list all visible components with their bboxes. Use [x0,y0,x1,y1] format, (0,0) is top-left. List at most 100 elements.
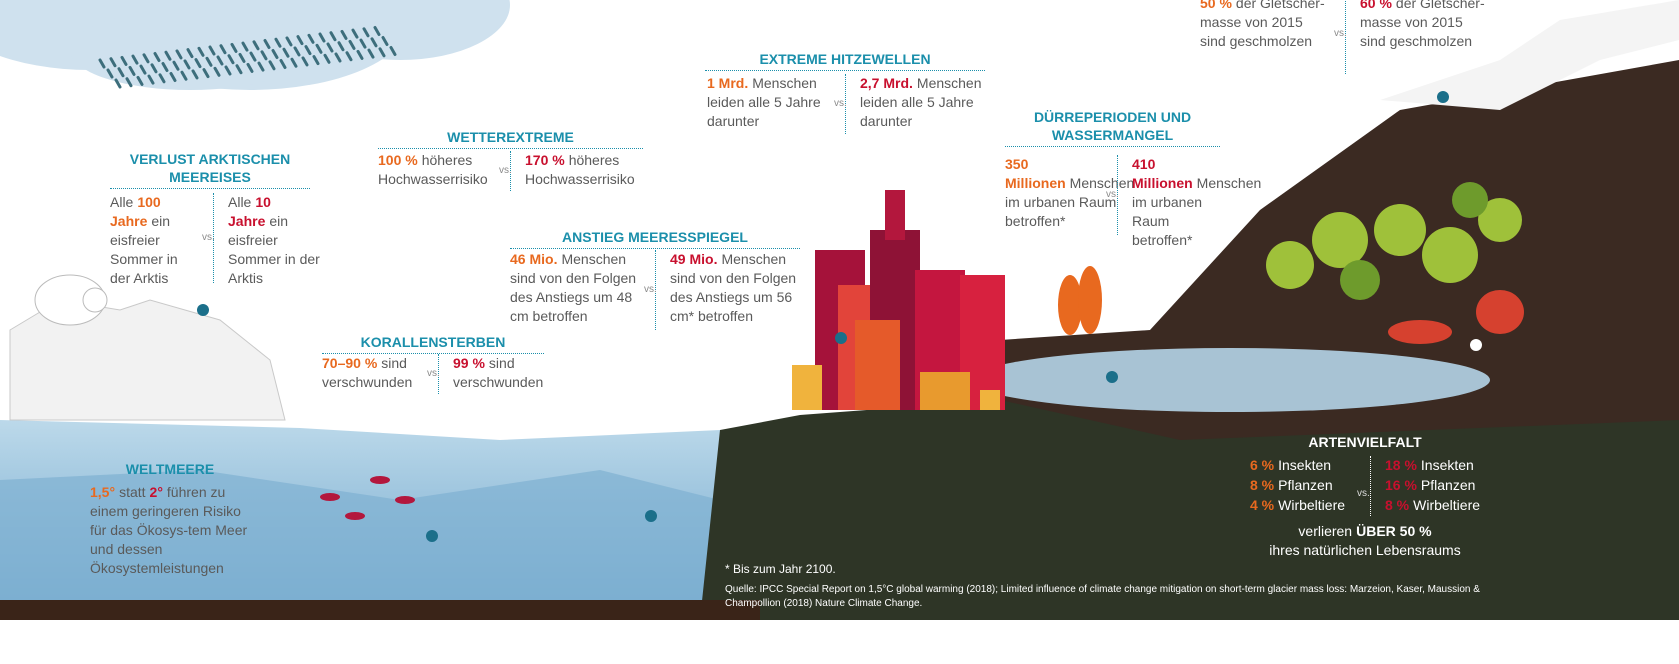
rain-drop [351,28,359,39]
rain-drop [373,26,381,36]
rain-drop [271,49,279,59]
stat-value: 46 Mio. [510,251,558,267]
footer-text: ihres natürlichen Lebensraums [1269,542,1461,558]
rain-drop [312,55,320,66]
rain-drop [161,62,169,72]
rain-drop [274,37,282,48]
rain-drop [389,46,397,56]
vs-label: vs. [834,98,847,109]
rain-drop [191,69,199,80]
rain-drop [296,35,304,46]
rain-drop [235,64,243,75]
rain-drop [216,55,224,66]
rain-drop [183,59,191,70]
vs-label: vs. [1357,488,1370,499]
rain-drop [125,77,133,88]
vs-label: vs. [427,368,440,379]
stat-value: 170 % [525,152,565,168]
divider [1370,456,1371,516]
bio-value: 18 % [1385,457,1417,473]
rain-drop [219,44,227,55]
rain-drop [139,64,147,75]
section-title: KORALLENSTERBEN [322,333,544,354]
bio-value: 4 % [1250,497,1275,513]
fish [320,476,415,520]
rain-drop [260,50,268,61]
stat-column: 1 Mrd. Menschen leiden alle 5 Jahre darun… [707,74,832,131]
rain-drop [345,51,353,62]
rain-drop [120,55,128,66]
snow-peak [1380,0,1679,110]
vs-label: vs. [1106,189,1119,200]
rain-drop [142,53,150,64]
rain-drop [282,47,290,58]
rain-drop [172,60,180,71]
stat-value: 350 Millionen [1005,156,1066,191]
rain-drop [197,46,205,57]
section-title: ANSTIEG MEERESSPIEGEL [510,228,800,249]
stat-text: Menschen im urbanen Raum betroffen* [1132,175,1262,248]
divider [1117,155,1118,235]
rain-drop [117,67,125,78]
rain-drop [194,58,202,69]
vs-label: vs. [202,232,215,243]
rain-drop [158,73,166,84]
rain-drop [257,61,265,72]
rain-drop [290,57,298,68]
rain-drop [279,59,287,69]
stat-column: 410 Millionen Menschen im urbanen Raum be… [1132,155,1261,250]
rain-drop [340,29,348,40]
rain-drop [230,42,238,53]
rain-drop [334,52,342,63]
vs-label: vs. [1334,28,1347,39]
section-title: EXTREME HITZEWELLEN [705,50,985,71]
footnote: * Bis zum Jahr 2100. [725,562,836,576]
footer-prefix: verlieren [1298,523,1353,539]
ocean-text: 1,5° statt 2° führen zu einem geringeren Ri… [90,483,255,578]
rain-drop [381,36,389,46]
bio-text: Wirbeltiere [1278,497,1346,513]
rain-drop [164,50,172,61]
rain-drop [348,39,356,50]
rain-drop [356,49,364,60]
land [700,380,1679,620]
stat-text: Menschen leiden alle 5 Jahre darunter [860,75,982,129]
divider [1345,0,1346,74]
rain-drop [131,54,139,65]
source: Quelle: IPCC Special Report on 1,5°C glo… [725,584,1480,609]
rain-drop [307,33,315,44]
stat-text: Menschen leiden alle 5 Jahre darunter [707,75,821,129]
stat-value: 100 % [378,152,418,168]
stat-column: 50 % der Gletscher-masse von 2015 sind ge… [1200,0,1330,51]
rain-drop [249,51,257,62]
rain-drop [359,38,367,49]
ocean-run: 1,5° [90,484,116,500]
stat-column: 49 Mio. Menschen sind von den Folgen des … [670,250,805,326]
bio-row: 4 % Wirbeltiere [1250,496,1370,515]
rain-drop [268,60,276,71]
bio-value: 6 % [1250,457,1275,473]
vs-label: vs. [644,284,657,295]
section-title: ARTENVIELFALT [1308,434,1422,450]
stat-value: 70–90 % [322,355,378,371]
stat-text: der Gletscher-masse von 2015 sind geschm… [1360,0,1485,49]
rain-drop [285,36,293,47]
rain-drop [304,45,312,56]
ocean-run: statt [119,484,146,500]
rain-drop [224,65,232,76]
rain [98,26,397,89]
rain-drop [378,47,386,58]
stat-text: Menschen im urbanen Raum betroffen* [1005,175,1135,229]
rain-drop [326,42,334,53]
rain-drop [109,57,117,68]
section-title: WETTEREXTREME [378,128,643,149]
divider [845,74,846,134]
lake [970,348,1490,412]
bio-row: 8 % Pflanzen [1250,476,1370,495]
rain-drop [128,65,136,76]
divider [438,354,439,394]
rain-drop [150,63,158,74]
rain-drop [180,70,188,81]
